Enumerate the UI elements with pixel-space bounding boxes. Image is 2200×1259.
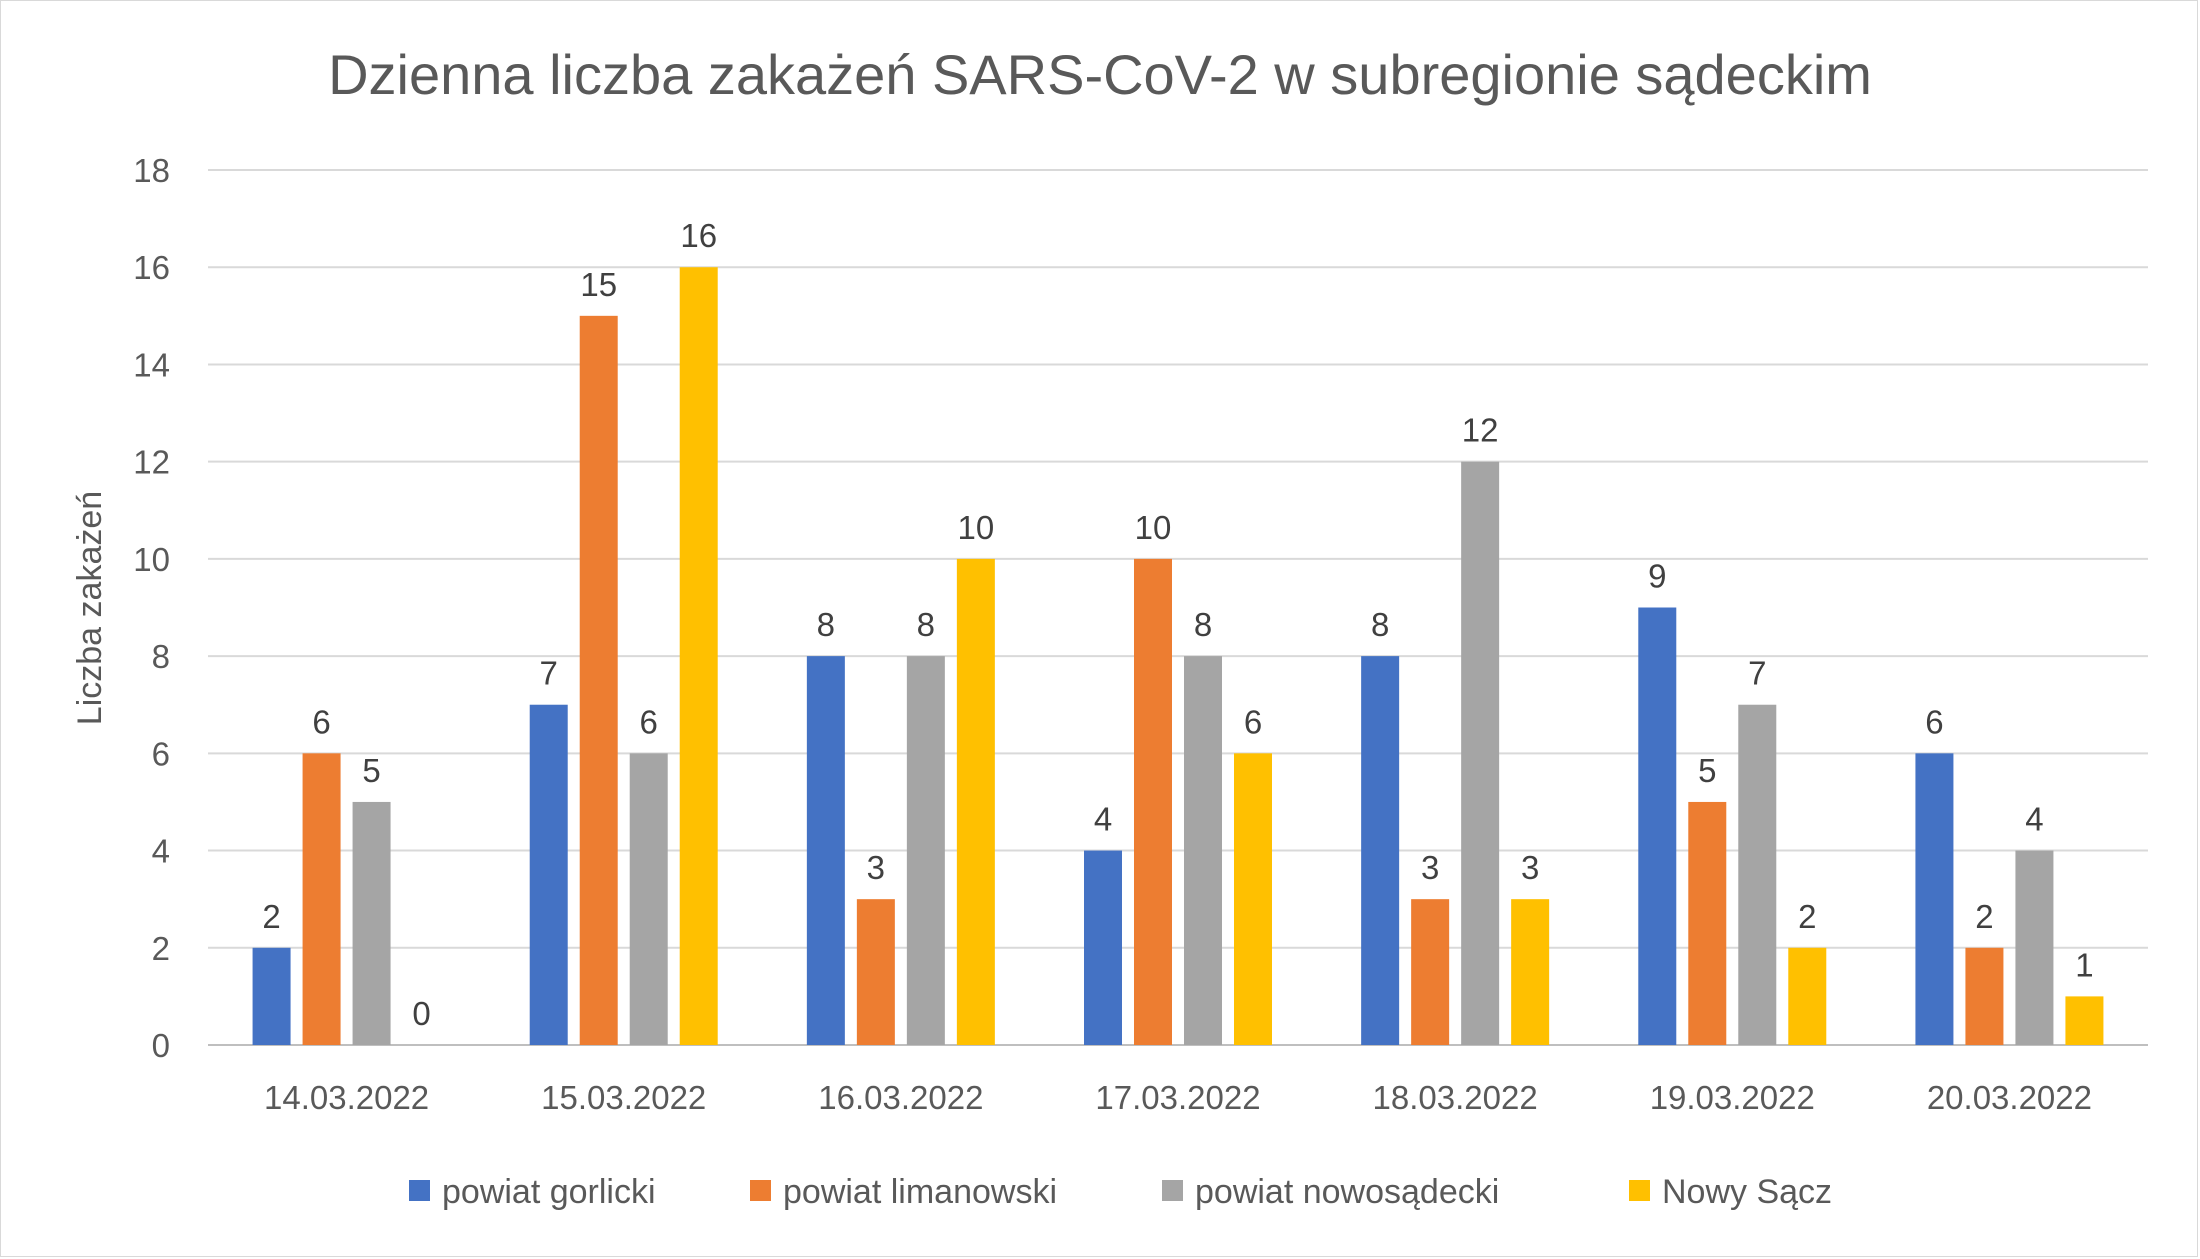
x-tick-label: 18.03.2022 (1373, 1079, 1538, 1116)
y-axis-ticks: 0 2 4 6 8 10 12 14 16 18 (133, 152, 170, 1064)
data-label: 9 (1648, 558, 1666, 595)
data-label: 7 (540, 655, 558, 692)
data-label: 5 (1698, 752, 1716, 789)
y-tick-label: 2 (152, 930, 170, 967)
legend-swatch (409, 1180, 430, 1201)
bar (352, 801, 391, 1045)
y-tick-label: 4 (152, 833, 170, 870)
y-tick-label: 10 (133, 541, 170, 578)
data-label: 2 (1798, 898, 1816, 935)
legend-label: Nowy Sącz (1662, 1173, 1832, 1211)
bar (252, 947, 291, 1045)
y-tick-label: 16 (133, 249, 170, 286)
data-label: 3 (867, 849, 885, 886)
data-label: 8 (1194, 606, 1212, 643)
data-label: 6 (1925, 703, 1943, 740)
data-label: 16 (680, 217, 717, 254)
bar (1361, 656, 1400, 1045)
data-label: 0 (412, 995, 430, 1032)
y-tick-label: 0 (152, 1027, 170, 1064)
bar (2015, 850, 2054, 1045)
bar (1915, 753, 1954, 1045)
bar (1184, 656, 1222, 1045)
bar (1738, 704, 1777, 1045)
bar (302, 753, 341, 1045)
y-axis-label: Liczba zakażeń (71, 491, 109, 725)
bar (1461, 461, 1500, 1046)
data-label: 15 (580, 266, 617, 303)
bar (1638, 607, 1677, 1045)
bar (906, 656, 945, 1045)
gridlines (208, 169, 2148, 1046)
data-label: 12 (1462, 412, 1499, 449)
bars (252, 267, 2104, 1046)
data-label: 10 (957, 509, 994, 546)
x-axis-ticks: 14.03.2022 15.03.2022 16.03.2022 17.03.2022… (264, 1079, 2092, 1116)
data-label: 3 (1521, 849, 1539, 886)
legend: powiat gorlicki powiat limanowski powiat n… (409, 1173, 1832, 1211)
y-tick-label: 6 (152, 735, 170, 772)
bar (1134, 558, 1172, 1045)
data-label: 6 (312, 703, 330, 740)
bar (956, 558, 995, 1045)
data-label: 8 (917, 606, 935, 643)
data-label: 2 (262, 898, 280, 935)
x-tick-label: 15.03.2022 (541, 1079, 706, 1116)
bar (529, 704, 568, 1045)
legend-label: powiat gorlicki (442, 1173, 656, 1211)
data-label: 4 (2025, 801, 2043, 838)
legend-swatch (750, 1180, 771, 1201)
x-tick-label: 19.03.2022 (1650, 1079, 1815, 1116)
data-label: 1 (2075, 946, 2093, 983)
y-tick-label: 18 (133, 152, 170, 189)
bar (679, 267, 718, 1045)
x-tick-label: 20.03.2022 (1927, 1079, 2092, 1116)
bar (1234, 753, 1272, 1045)
legend-swatch (1162, 1180, 1183, 1201)
data-label: 8 (817, 606, 835, 643)
bar (856, 899, 895, 1045)
bar (1688, 801, 1727, 1045)
bar (1965, 947, 2004, 1045)
data-label: 4 (1094, 801, 1112, 838)
bar (1511, 899, 1550, 1045)
x-tick-label: 16.03.2022 (818, 1079, 983, 1116)
data-label: 6 (1244, 703, 1262, 740)
data-label: 3 (1421, 849, 1439, 886)
y-tick-label: 14 (133, 346, 170, 383)
y-tick-label: 12 (133, 444, 170, 481)
bar (629, 753, 668, 1045)
data-label: 2 (1975, 898, 1993, 935)
y-tick-label: 8 (152, 638, 170, 675)
legend-label: powiat limanowski (783, 1173, 1057, 1211)
data-label: 7 (1748, 655, 1766, 692)
bar (2065, 996, 2104, 1045)
data-label: 6 (640, 703, 658, 740)
data-label: 8 (1371, 606, 1389, 643)
bar (1788, 947, 1827, 1045)
bar (806, 656, 845, 1045)
data-label: 10 (1135, 509, 1172, 546)
chart-title: Dzienna liczba zakażeń SARS-CoV-2 w subr… (328, 43, 1872, 106)
bar (1411, 899, 1450, 1045)
bar (579, 315, 618, 1045)
x-tick-label: 14.03.2022 (264, 1079, 429, 1116)
bar (1084, 850, 1122, 1045)
legend-swatch (1629, 1180, 1650, 1201)
data-label: 5 (362, 752, 380, 789)
x-tick-label: 17.03.2022 (1095, 1079, 1260, 1116)
legend-label: powiat nowosądecki (1195, 1173, 1499, 1211)
